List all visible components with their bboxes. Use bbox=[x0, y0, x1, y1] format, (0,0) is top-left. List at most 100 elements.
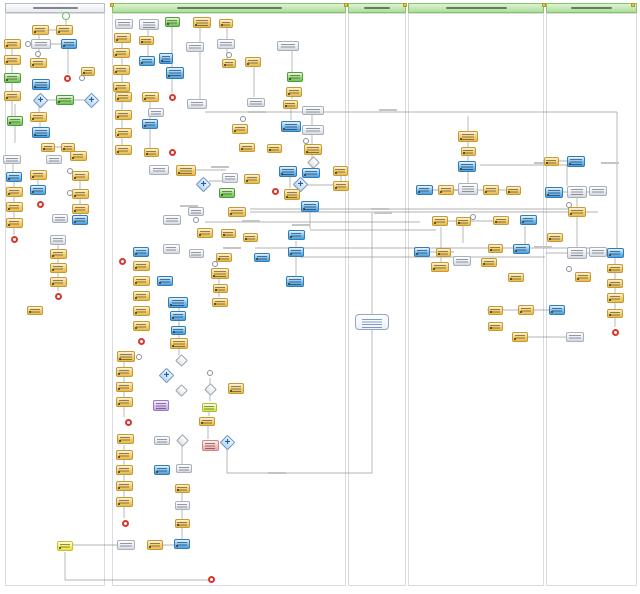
intermediate-event-icon[interactable] bbox=[193, 217, 199, 223]
task-node-orange[interactable] bbox=[193, 16, 211, 28]
task-node-orange[interactable] bbox=[132, 306, 150, 316]
task-node-orange[interactable] bbox=[29, 58, 47, 68]
end-event-icon[interactable] bbox=[137, 337, 145, 345]
task-node-orange[interactable] bbox=[5, 202, 23, 212]
start-event-icon[interactable] bbox=[62, 12, 70, 20]
task-node-orange[interactable] bbox=[49, 277, 67, 287]
end-event-icon[interactable] bbox=[124, 418, 132, 426]
task-node-orange[interactable] bbox=[244, 174, 260, 184]
task-node-yellow[interactable] bbox=[57, 541, 73, 551]
junction-node[interactable] bbox=[154, 435, 170, 445]
junction-node[interactable] bbox=[117, 540, 135, 550]
intermediate-event-icon[interactable] bbox=[35, 51, 41, 57]
task-node-orange[interactable] bbox=[27, 305, 43, 315]
task-node-orange[interactable] bbox=[219, 18, 233, 28]
task-node-blue[interactable] bbox=[549, 305, 565, 315]
task-node-orange[interactable] bbox=[117, 350, 135, 362]
task-node-green[interactable] bbox=[56, 95, 74, 105]
task-node-blue[interactable] bbox=[458, 160, 476, 172]
task-node-orange[interactable] bbox=[71, 204, 89, 214]
end-event-icon[interactable] bbox=[63, 74, 71, 82]
subprocess-node[interactable] bbox=[355, 314, 389, 330]
intermediate-event-icon[interactable] bbox=[136, 354, 142, 360]
task-node-orange[interactable] bbox=[547, 232, 563, 242]
junction-node[interactable] bbox=[302, 105, 324, 115]
task-node-blue[interactable] bbox=[168, 296, 188, 308]
end-event-icon[interactable] bbox=[168, 93, 176, 101]
lane-1-header[interactable] bbox=[5, 3, 105, 13]
lane-4-header[interactable] bbox=[408, 3, 544, 13]
task-node-orange[interactable] bbox=[211, 267, 229, 279]
junction-node[interactable] bbox=[50, 235, 66, 245]
task-node-orange[interactable] bbox=[228, 382, 244, 394]
task-node-orange[interactable] bbox=[132, 291, 150, 301]
task-node-orange[interactable] bbox=[332, 166, 348, 176]
intermediate-event-icon[interactable] bbox=[566, 266, 572, 272]
junction-node[interactable] bbox=[46, 154, 62, 164]
task-node-orange[interactable] bbox=[607, 278, 623, 288]
intermediate-event-icon[interactable] bbox=[226, 52, 232, 58]
task-node-orange[interactable] bbox=[220, 228, 236, 238]
junction-node[interactable] bbox=[115, 19, 133, 29]
end-event-icon[interactable] bbox=[54, 292, 62, 300]
junction-node[interactable] bbox=[458, 183, 478, 195]
task-node-orange[interactable] bbox=[606, 293, 624, 303]
task-node-orange[interactable] bbox=[49, 263, 67, 273]
task-node-orange[interactable] bbox=[197, 228, 213, 238]
task-node-orange[interactable] bbox=[132, 276, 150, 286]
task-node-orange[interactable] bbox=[138, 35, 154, 45]
task-node-blue[interactable] bbox=[519, 215, 537, 225]
task-node-orange[interactable] bbox=[116, 434, 134, 444]
task-node-blue[interactable] bbox=[279, 165, 297, 177]
task-node-orange[interactable] bbox=[239, 142, 255, 152]
task-node-orange[interactable] bbox=[170, 337, 188, 349]
task-node-orange[interactable] bbox=[607, 308, 623, 318]
task-node-orange[interactable] bbox=[5, 218, 23, 228]
task-node-blue[interactable] bbox=[72, 215, 88, 225]
task-node-orange[interactable] bbox=[5, 187, 23, 197]
task-node-orange[interactable] bbox=[114, 110, 132, 120]
task-node-orange[interactable] bbox=[435, 247, 451, 257]
task-node-orange[interactable] bbox=[29, 112, 47, 122]
task-node-blue[interactable] bbox=[139, 56, 155, 66]
task-node-orange[interactable] bbox=[115, 450, 133, 460]
task-node-orange[interactable] bbox=[112, 65, 130, 75]
end-event-icon[interactable] bbox=[168, 148, 176, 156]
task-node-blue[interactable] bbox=[170, 325, 186, 335]
task-node-blue[interactable] bbox=[142, 119, 158, 129]
task-node-orange[interactable] bbox=[245, 57, 261, 67]
task-node-orange[interactable] bbox=[512, 332, 528, 342]
task-node-orange[interactable] bbox=[508, 272, 524, 282]
task-node-orange[interactable] bbox=[61, 142, 75, 152]
task-node-orange[interactable] bbox=[216, 252, 232, 262]
task-node-orange[interactable] bbox=[114, 145, 132, 155]
task-node-orange[interactable] bbox=[3, 91, 21, 101]
task-node-orange[interactable] bbox=[505, 185, 521, 195]
task-node-orange[interactable] bbox=[31, 25, 49, 35]
task-node-green[interactable] bbox=[219, 188, 235, 198]
task-node-blue[interactable] bbox=[286, 275, 304, 287]
task-node-orange[interactable] bbox=[3, 55, 21, 65]
junction-node[interactable] bbox=[3, 154, 21, 164]
junction-node[interactable] bbox=[277, 41, 299, 51]
task-node-orange[interactable] bbox=[112, 48, 130, 58]
task-node-orange[interactable] bbox=[242, 232, 258, 242]
task-node-orange[interactable] bbox=[174, 518, 190, 528]
intermediate-event-icon[interactable] bbox=[470, 214, 476, 220]
task-node-orange[interactable] bbox=[114, 128, 132, 138]
task-node-blue[interactable] bbox=[545, 186, 563, 198]
task-node-orange[interactable] bbox=[114, 92, 132, 102]
task-node-blue[interactable] bbox=[288, 247, 304, 257]
task-node-orange[interactable] bbox=[568, 207, 586, 217]
task-node-blue[interactable] bbox=[154, 465, 170, 475]
task-node-blue[interactable] bbox=[281, 120, 301, 132]
task-node-orange[interactable] bbox=[55, 25, 73, 35]
task-node-blue[interactable] bbox=[415, 185, 433, 195]
task-node-orange[interactable] bbox=[575, 272, 591, 282]
end-event-icon[interactable] bbox=[611, 328, 619, 336]
task-node-blue[interactable] bbox=[170, 311, 186, 321]
task-node-orange[interactable] bbox=[286, 87, 302, 97]
intermediate-event-icon[interactable] bbox=[79, 75, 85, 81]
junction-node[interactable] bbox=[566, 332, 584, 342]
junction-node[interactable] bbox=[176, 463, 192, 473]
